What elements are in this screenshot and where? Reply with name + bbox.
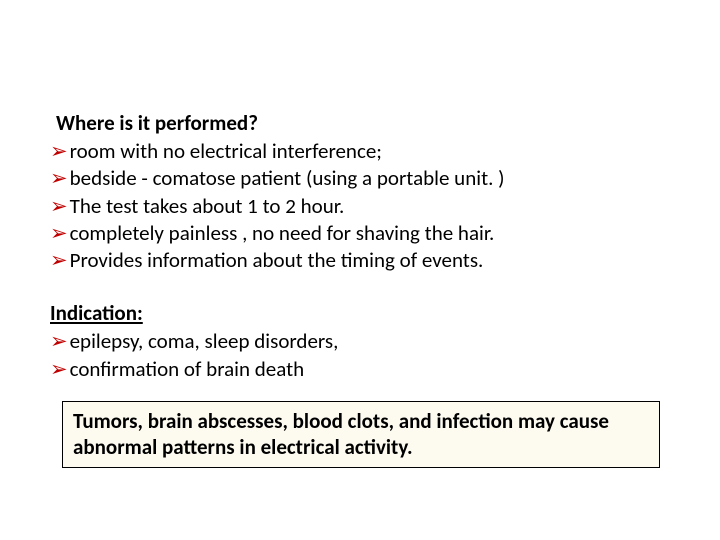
bullet-text: The test takes about 1 to 2 hour. (70, 193, 670, 220)
bullet-text: room with no electrical interference; (70, 138, 670, 165)
chevron-right-icon: ➢ (50, 356, 68, 383)
chevron-right-icon: ➢ (50, 247, 68, 274)
bullet-text: confirmation of brain death (70, 356, 670, 383)
list-item: ➢ epilepsy, coma, sleep disorders, (50, 328, 670, 355)
bullet-text: Provides information about the timing of… (70, 247, 670, 274)
callout-text: Tumors, brain abscesses, blood clots, an… (73, 408, 649, 461)
list-item: ➢ completely painless , no need for shav… (50, 220, 670, 247)
section1-heading: Where is it performed? (56, 110, 670, 136)
list-item: ➢ room with no electrical interference; (50, 138, 670, 165)
chevron-right-icon: ➢ (50, 165, 68, 192)
list-item: ➢ The test takes about 1 to 2 hour. (50, 193, 670, 220)
bullet-text: bedside - comatose patient (using a port… (70, 165, 670, 192)
slide-content: Where is it performed? ➢ room with no el… (0, 0, 720, 468)
list-item: ➢ bedside - comatose patient (using a po… (50, 165, 670, 192)
list-item: ➢ Provides information about the timing … (50, 247, 670, 274)
callout-box: Tumors, brain abscesses, blood clots, an… (62, 401, 660, 468)
bullet-text: epilepsy, coma, sleep disorders, (70, 328, 670, 355)
chevron-right-icon: ➢ (50, 193, 68, 220)
section2-heading: Indication: (50, 300, 670, 326)
chevron-right-icon: ➢ (50, 220, 68, 247)
section2: Indication: ➢ epilepsy, coma, sleep diso… (50, 300, 670, 383)
list-item: ➢ confirmation of brain death (50, 356, 670, 383)
chevron-right-icon: ➢ (50, 138, 68, 165)
bullet-text: completely painless , no need for shavin… (70, 220, 670, 247)
chevron-right-icon: ➢ (50, 328, 68, 355)
